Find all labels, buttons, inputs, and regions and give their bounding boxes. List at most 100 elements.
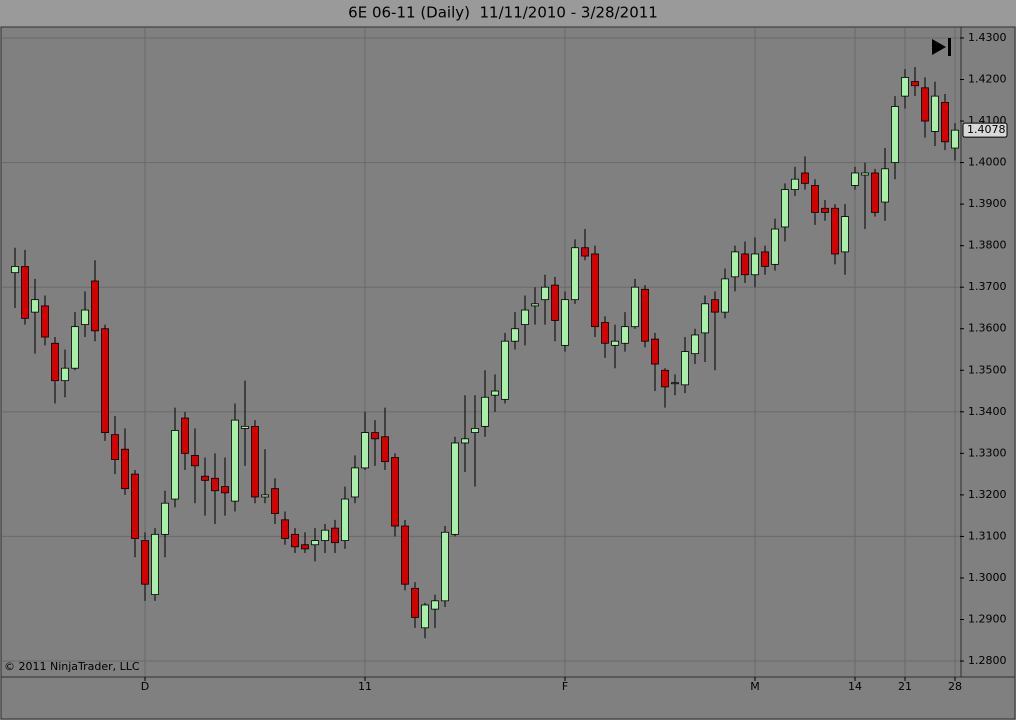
candle-body [551,284,559,321]
candle-body [501,340,509,400]
candle-body [411,587,419,618]
candle-body [441,531,449,602]
candle-body [761,251,769,267]
y-tick-label: 1.3300 [968,446,1007,459]
candle-body [591,253,599,328]
y-tick-label: 1.3400 [968,405,1007,418]
candle-body [51,342,59,382]
candle-body [691,334,699,355]
candle-body [541,286,549,301]
x-tick-label: D [141,680,149,693]
y-tick-label: 1.3500 [968,363,1007,376]
candle-body [121,448,129,490]
candle-body [401,525,409,585]
go-to-end-button[interactable] [932,38,951,56]
y-tick-label: 1.3700 [968,280,1007,293]
candle-body [291,533,299,548]
candle-body [771,228,779,265]
candle-body [681,351,689,386]
y-tick-label: 1.2900 [968,613,1007,626]
chart-title: 6E 06-11 (Daily) 11/11/2010 - 3/28/2011 [348,4,658,22]
candle-body [701,303,709,334]
candle-body [421,604,429,629]
candle-body [471,428,479,433]
y-tick-label: 1.3100 [968,529,1007,542]
candle-body [101,328,109,433]
candle-body [451,442,459,535]
candle-body [581,247,589,257]
x-tick-label: F [562,680,568,693]
plot-area [0,26,962,678]
last-price-box [962,122,1008,138]
candle-body [461,438,469,444]
y-tick-label: 1.3600 [968,322,1007,335]
candle-body [131,473,139,539]
candle-body [481,396,489,427]
candle-body [301,544,309,550]
candle-body [91,280,99,332]
x-tick-label: 11 [358,680,372,693]
candle-body [81,309,89,325]
candle-body [201,475,209,481]
candle-body [371,432,379,440]
candle-body [531,303,539,307]
candle-body [641,288,649,342]
candles [11,67,959,639]
candle-body [881,168,889,203]
candle-body [741,253,749,276]
candle-body [621,326,629,344]
candle-body [391,457,399,527]
y-tick-label: 1.3200 [968,488,1007,501]
candle-body [241,425,249,429]
candle-body [231,419,239,502]
candle-body [171,430,179,500]
candle-body [611,340,619,346]
candle-body [561,299,569,346]
last-price-label: 1.4078 [967,123,1006,136]
candle-body [791,178,799,190]
candle-body [191,455,199,467]
candle-body [871,172,879,213]
candle-body [31,299,39,313]
candle-body [151,533,159,595]
y-tick-label: 1.4000 [968,156,1007,169]
candle-body [491,390,499,396]
y-tick-label: 1.3800 [968,239,1007,252]
candle-body [341,498,349,541]
x-tick-label: M [750,680,760,693]
y-tick-label: 1.4200 [968,73,1007,86]
candle-body [821,207,829,213]
candle-body [271,488,279,514]
candle-body [671,382,679,385]
candle-body [601,322,609,344]
candle-body [381,436,389,463]
candle-body [731,251,739,278]
candle-body [431,600,439,610]
candle-body [161,502,169,535]
candle-body [831,207,839,255]
candle-body [321,529,329,541]
candle-body [211,477,219,492]
candle-body [251,425,259,498]
candle-body [11,266,19,274]
y-tick-label: 1.4300 [968,31,1007,44]
candle-body [571,247,579,301]
candle-body [631,286,639,328]
candle-body [851,172,859,186]
candle-body [841,216,849,253]
candle-body [261,494,269,498]
candle-body [281,519,289,539]
y-tick-label: 1.3900 [968,197,1007,210]
candle-body [711,299,719,313]
candle-body [921,87,929,122]
candle-body [311,540,319,546]
candle-body [951,129,959,149]
grid [2,28,960,676]
candle-body [801,172,809,184]
x-tick-label: 28 [948,680,962,693]
candle-body [781,189,789,228]
candle-body [111,434,119,460]
candle-body [721,278,729,313]
